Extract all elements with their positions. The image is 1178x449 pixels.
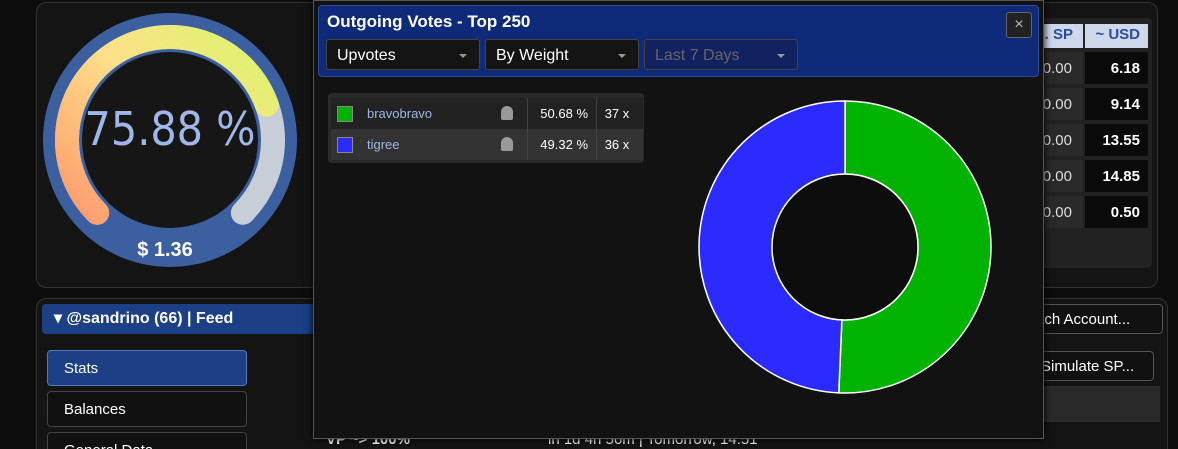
table-cell [1040,88,1083,120]
table-cell [1085,52,1148,84]
legend-name: bravobravo [367,106,433,121]
sp-value: 0.00 [1042,168,1072,185]
legend-swatch [337,106,353,122]
menu-item[interactable]: Balances [47,391,247,427]
sp-value: 0.00 [1042,60,1072,77]
menu-item[interactable]: General Data [47,432,247,449]
user-icon [501,137,513,151]
gauge-value: 75.88 % [85,102,256,156]
legend-name: tigree [367,137,400,152]
sp-value: 0.00 [1042,132,1072,149]
donut-chart [698,100,992,394]
profile-header: ▾ @sandrino (66) | Feed [42,304,332,334]
usd-value: 6.18 [1110,60,1140,77]
legend-percent: 50.68 % [527,98,596,129]
table-cell [1040,160,1083,192]
donut-hole [771,173,919,321]
legend-swatch [337,137,353,153]
gauge-center [82,52,258,228]
gauge: 75.88 % $ 1.36 [43,13,297,267]
sp-value: 0.00 [1042,204,1072,221]
gauge-amount: $ 1.36 [137,239,193,261]
table-cell [1085,88,1148,120]
filter-select[interactable]: Upvotes [326,39,480,70]
table-header: ~ USD [1095,26,1140,43]
legend-percent: 49.32 % [527,129,596,160]
table-cell [1085,196,1148,228]
header-cell [1040,24,1083,48]
modal-title: Outgoing Votes - Top 250 [327,12,531,31]
usd-value: 9.14 [1110,96,1140,113]
legend-row: bravobravo 50.68 % 37 x [331,98,643,129]
table-cell [1085,160,1148,192]
filter-select[interactable]: By Weight [485,39,639,70]
sp-value: 0.00 [1042,96,1072,113]
table-header: E. SP [1034,26,1073,43]
usd-value: 13.55 [1102,132,1140,149]
user-icon [501,106,513,120]
table-cell [1085,124,1148,156]
menu-item[interactable]: Stats [47,350,247,386]
close-button[interactable]: × [1006,12,1032,38]
usd-value: 14.85 [1102,168,1140,185]
legend-count: 36 x [596,129,637,160]
header-cell [1085,24,1148,48]
profile-title: @sandrino (66) | Feed [66,310,234,327]
table-cell [1040,124,1083,156]
legend-row: tigree 49.32 % 36 x [331,129,643,160]
button-label: Switch Account... [1016,311,1131,328]
filter-select: Last 7 Days [644,39,798,70]
gauge-arc [55,25,279,225]
table-cell [1040,52,1083,84]
usd-value: 0.50 [1110,204,1140,221]
legend-count: 37 x [596,98,637,129]
table-cell [1040,196,1083,228]
